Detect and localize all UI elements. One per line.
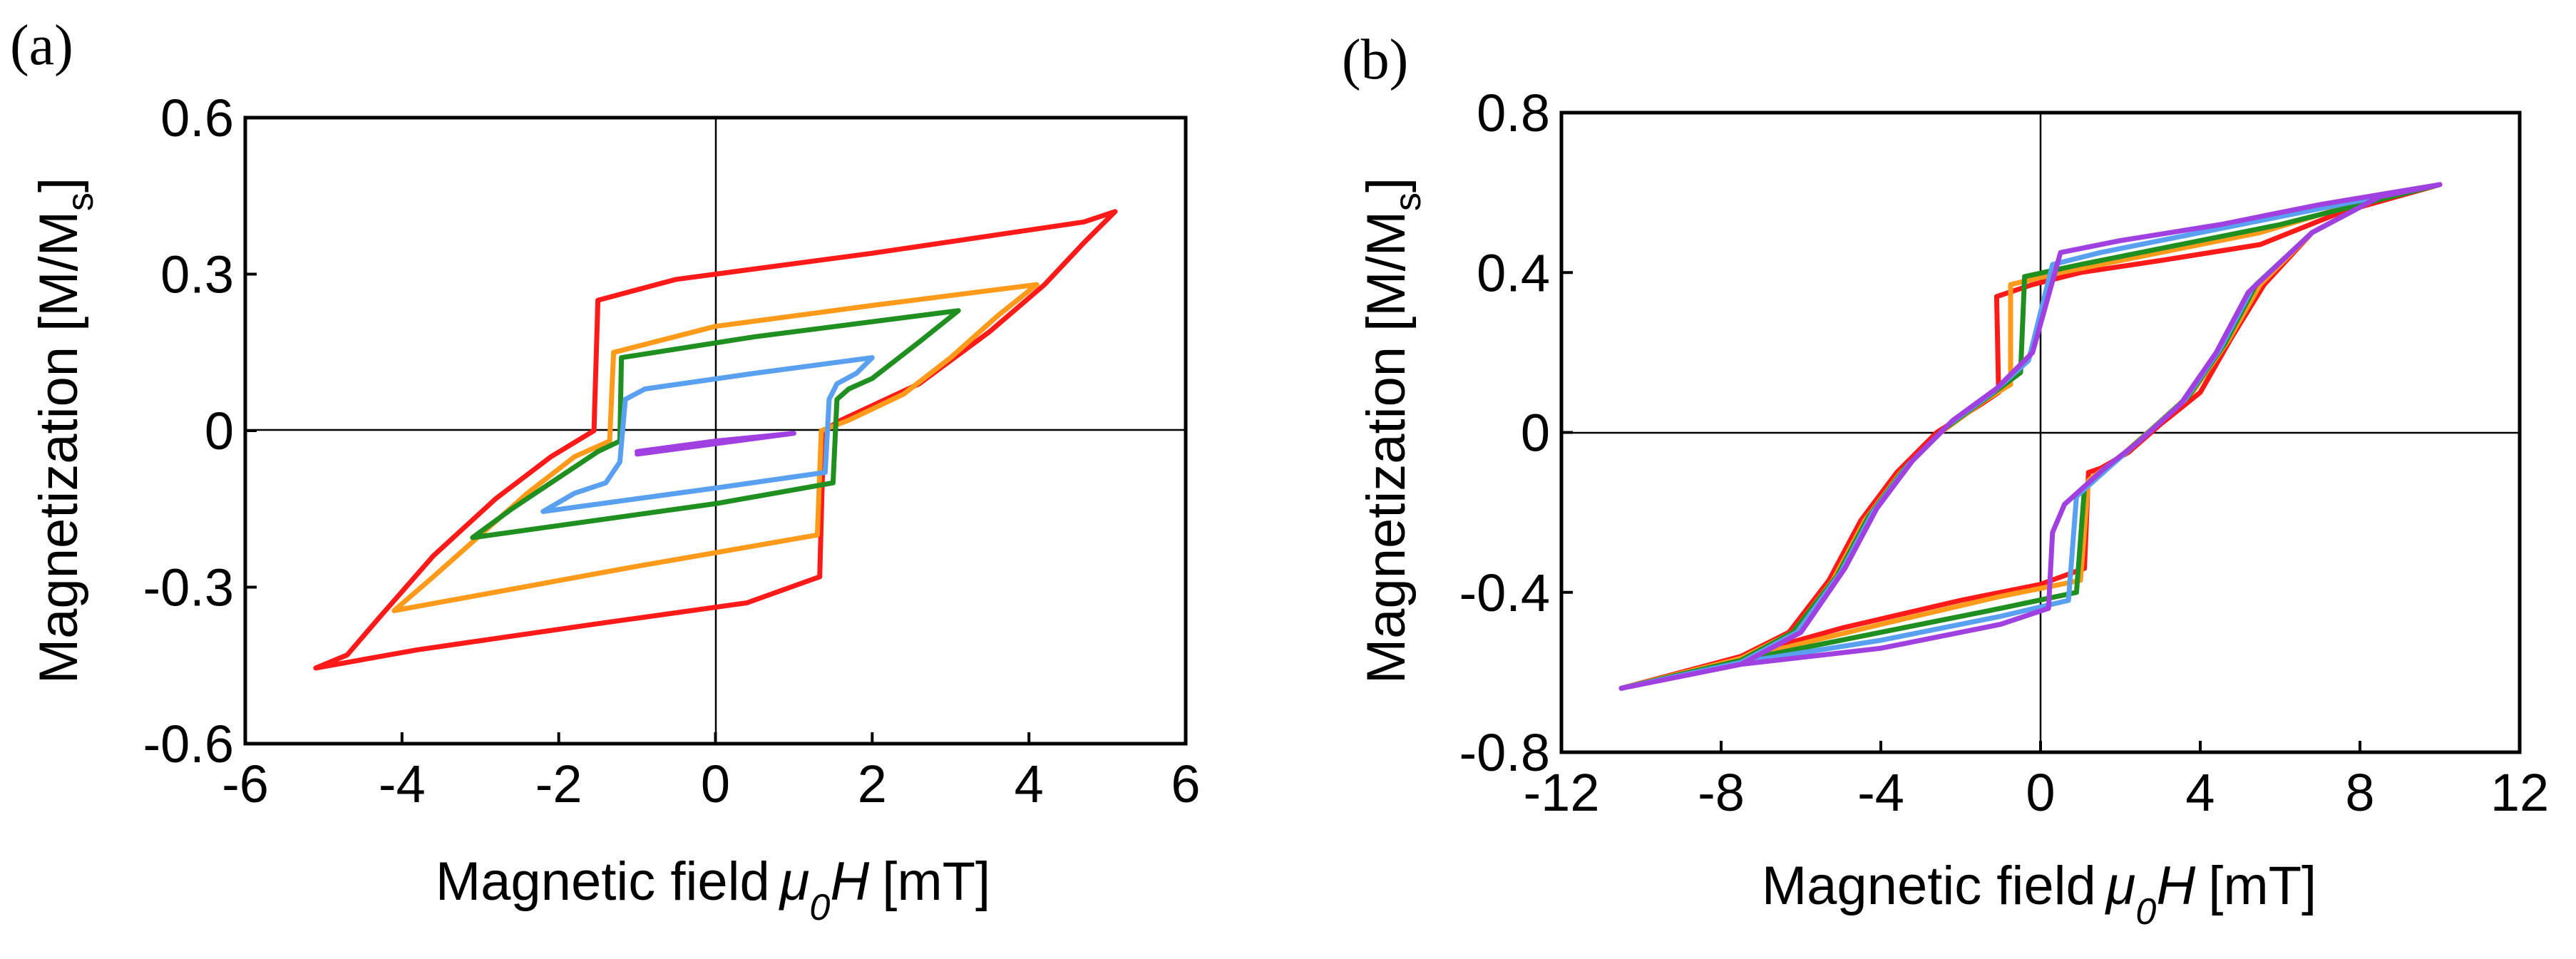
panel-a-x-axis-title: Magnetic field μ0H [mT] xyxy=(436,851,990,928)
panel-a-xlabel-var: H xyxy=(830,851,869,912)
panel-b-ytick-label-0: 0.8 xyxy=(1477,83,1550,143)
panel-a-xtick-label-5: 4 xyxy=(1015,754,1044,814)
panel-b-xlabel-unit: [mT] xyxy=(2208,856,2316,916)
panel-a-y-tick-labels: 0.6 0.3 0 -0.3 -0.6 xyxy=(143,88,234,774)
panel-b-ylabel-main: Magnetization [M/M xyxy=(1356,211,1417,684)
panel-a-y-axis-title: Magnetization [M/Ms] xyxy=(29,178,101,684)
panel-b-ylabel-close: ] xyxy=(1356,178,1417,193)
panel-b-curves xyxy=(1618,182,2443,691)
panel-b-ylabel-sub: s xyxy=(1387,193,1429,211)
panel-a-ytick-label-1: 0.3 xyxy=(160,245,234,304)
panel-a-series-3-curve xyxy=(470,308,961,540)
panel-b-xtick-label-3: 0 xyxy=(2026,763,2055,822)
panel-b-xlabel-sub: 0 xyxy=(2135,891,2156,933)
panel-b-xtick-label-2: -4 xyxy=(1857,763,1904,822)
panel-a-x-tick-labels: -6 -4 -2 0 2 4 6 xyxy=(222,754,1200,814)
panel-a-ytick-label-3: -0.3 xyxy=(143,558,234,617)
panel-a-xlabel-sub: 0 xyxy=(809,887,830,928)
panel-b-xlabel-main: Magnetic field xyxy=(1762,856,2096,916)
panel-a-xlabel-unit: [mT] xyxy=(882,851,990,912)
panel-b-series-5-curve xyxy=(1618,182,2443,691)
panel-b-xtick-label-0: -12 xyxy=(1524,763,1600,822)
panel-a-xlabel-main: Magnetic field xyxy=(436,851,770,912)
panel-b-xtick-label-5: 8 xyxy=(2345,763,2374,822)
panel-a-xtick-label-6: 6 xyxy=(1171,754,1200,814)
panel-a-series-5-curve xyxy=(635,431,796,457)
panel-b-xlabel-var: H xyxy=(2156,856,2195,916)
panel-a-series-1-curve xyxy=(313,209,1118,671)
panel-a-ytick-label-2: 0 xyxy=(205,401,234,461)
panel-b-xlabel-symbol: μ xyxy=(2105,856,2136,916)
panel-a-xtick-label-3: 0 xyxy=(701,754,730,814)
panel-a-frame xyxy=(243,116,1188,746)
panel-b-ytick-label-4: -0.8 xyxy=(1459,723,1550,782)
panel-a-xtick-label-4: 2 xyxy=(858,754,887,814)
panel-a-xtick-label-1: -4 xyxy=(379,754,426,814)
panel-a-ytick-label-4: -0.6 xyxy=(143,714,234,774)
panel-a-series-4-curve xyxy=(540,355,875,514)
panel-b-ytick-label-3: -0.4 xyxy=(1459,563,1550,622)
panel-b-label: (b) xyxy=(1342,29,1408,91)
panel-a-ytick-label-0: 0.6 xyxy=(160,88,234,148)
panel-b-frame xyxy=(1559,111,2522,754)
panel-a-xtick-label-2: -2 xyxy=(535,754,583,814)
panel-a: (a) 0.6 0.3 0 -0.3 -0.6 -6 -4 -2 0 2 4 6 Magnetiza… xyxy=(10,14,1201,928)
panel-a-xlabel-symbol: μ xyxy=(779,851,810,912)
panel-b-y-axis-title: Magnetization [M/Ms] xyxy=(1356,178,1429,684)
panel-b-x-axis-title: Magnetic field μ0H [mT] xyxy=(1762,856,2316,933)
panel-b-x-tick-labels: -12 -8 -4 0 4 8 12 xyxy=(1524,763,2550,822)
panel-a-label: (a) xyxy=(10,14,73,77)
panel-b-xtick-label-6: 12 xyxy=(2490,763,2549,822)
panel-a-curves xyxy=(313,209,1118,671)
panel-a-series-2-curve xyxy=(391,282,1040,613)
panel-a-xtick-label-0: -6 xyxy=(222,754,269,814)
panel-b-xtick-label-1: -8 xyxy=(1698,763,1745,822)
panel-b-ytick-label-1: 0.4 xyxy=(1477,243,1550,302)
panel-a-ylabel-main: Magnetization [M/M xyxy=(29,211,89,684)
panel-b-xtick-label-4: 4 xyxy=(2185,763,2215,822)
panel-a-ylabel-sub: s xyxy=(60,193,101,211)
panel-b-y-tick-labels: 0.8 0.4 0 -0.4 -0.8 xyxy=(1459,83,1550,782)
panel-b: (b) 0.8 0.4 0 -0.4 -0.8 -12 -8 -4 0 4 8 12 Magneti… xyxy=(1342,29,2549,933)
panel-a-ylabel-close: ] xyxy=(29,178,89,193)
panel-b-ytick-label-2: 0 xyxy=(1521,404,1550,463)
